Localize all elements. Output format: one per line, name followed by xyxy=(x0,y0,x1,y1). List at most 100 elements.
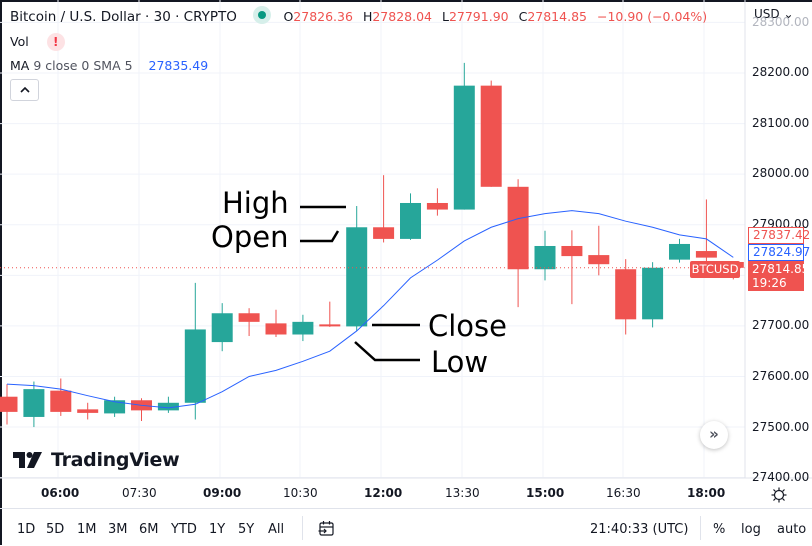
toolbar-divider xyxy=(700,516,701,540)
candle xyxy=(642,262,664,328)
toolbar-divider xyxy=(302,516,303,540)
scroll-to-realtime-button[interactable]: » xyxy=(700,421,728,449)
annotation-high: High xyxy=(222,186,289,220)
annotation-connectors xyxy=(300,205,420,362)
ma-value: 27835.49 xyxy=(148,58,209,73)
time-tick: 10:30 xyxy=(283,486,318,500)
range-button-ytd[interactable]: YTD xyxy=(171,522,197,537)
candle xyxy=(453,62,475,210)
bottom-toolbar xyxy=(0,508,812,546)
symbol-price-label: BTCUSD xyxy=(690,261,740,278)
annotation-low: Low xyxy=(431,345,489,379)
percent-scale-toggle[interactable]: % xyxy=(713,522,726,537)
price-tick: 28200.00 xyxy=(752,65,810,79)
candle xyxy=(426,188,448,216)
candle xyxy=(400,193,421,240)
low-value: 27791.90 xyxy=(448,9,509,24)
chart-settings-icon[interactable] xyxy=(771,487,787,503)
high-value: 27828.04 xyxy=(372,9,432,24)
close-value: 27814.85 xyxy=(527,9,587,24)
candle xyxy=(265,309,287,338)
ma-price-tag: 27824.97 xyxy=(748,244,810,261)
currency-select[interactable]: USD ⌄ xyxy=(754,7,794,21)
candle xyxy=(480,80,502,187)
candle xyxy=(669,238,690,263)
range-button-3m[interactable]: 3M xyxy=(108,522,128,537)
candle xyxy=(157,396,179,413)
price-tick: 28300.00 xyxy=(752,15,810,29)
warning-icon[interactable]: ! xyxy=(46,33,65,51)
candle xyxy=(561,230,583,305)
candle xyxy=(23,381,45,428)
price-tick: 28100.00 xyxy=(752,116,810,130)
annotation-open: Open xyxy=(211,220,289,254)
last-price-tag: 27814.85 19:26 xyxy=(748,261,809,291)
ma-params: 9 close 0 SMA 5 xyxy=(33,58,133,73)
auto-scale-toggle[interactable]: auto xyxy=(777,522,807,537)
candle xyxy=(319,301,341,327)
candles xyxy=(0,62,744,428)
candle xyxy=(211,303,233,352)
price-tick: 27600.00 xyxy=(752,369,810,383)
time-tick: 12:00 xyxy=(364,486,403,500)
time-tick: 06:00 xyxy=(41,486,80,500)
candle xyxy=(50,378,72,416)
tradingview-logo-icon xyxy=(13,452,42,468)
open-value: 27826.36 xyxy=(293,9,353,24)
vol-label: Vol xyxy=(10,34,29,49)
tradingview-wordmark: TradingView xyxy=(51,449,180,471)
annotation-close: Close xyxy=(428,309,507,343)
candle xyxy=(292,314,314,342)
candle xyxy=(131,398,152,421)
candle xyxy=(346,206,368,331)
time-tick: 16:30 xyxy=(606,486,641,500)
ohlc-values: O27826.36 H27828.04 L27791.90 C27814.85 … xyxy=(283,9,708,24)
candle xyxy=(615,259,637,335)
price-tick: 28000.00 xyxy=(752,166,810,180)
range-button-1d[interactable]: 1D xyxy=(17,522,36,537)
range-button-1m[interactable]: 1M xyxy=(77,522,97,537)
ma-indicator[interactable]: MA 9 close 0 SMA 5 27835.49 xyxy=(10,58,208,73)
candle xyxy=(695,199,717,268)
double-chevron-right-icon: » xyxy=(709,425,719,443)
symbol-title[interactable]: Bitcoin / U.S. Dollar · 30 · CRYPTO xyxy=(10,9,237,25)
candle xyxy=(373,175,395,243)
price-tick: 27500.00 xyxy=(752,420,810,434)
high-price-tag: 27837.42 xyxy=(748,227,810,244)
ma-label: MA xyxy=(10,58,30,73)
symbol-legend[interactable]: Bitcoin / U.S. Dollar · 30 · CRYPTO O278… xyxy=(10,6,713,26)
chevron-up-icon xyxy=(19,86,30,93)
ma-line xyxy=(6,210,734,409)
candle xyxy=(534,230,556,281)
time-tick: 15:00 xyxy=(526,486,565,500)
candle xyxy=(238,308,260,337)
range-button-1y[interactable]: 1Y xyxy=(209,522,226,537)
candle xyxy=(77,402,99,420)
collapse-legend-button[interactable] xyxy=(10,79,39,101)
range-button-5y[interactable]: 5Y xyxy=(238,522,255,537)
candle xyxy=(184,282,206,420)
change-value: −10.90 (−0.04%) xyxy=(596,9,708,24)
time-tick: 13:30 xyxy=(445,486,480,500)
candle xyxy=(507,179,529,308)
price-tick: 27400.00 xyxy=(752,470,810,484)
market-open-icon xyxy=(253,6,272,24)
time-tick: 09:00 xyxy=(203,486,242,500)
utc-clock[interactable]: 21:40:33 (UTC) xyxy=(590,522,689,537)
bar-countdown: 19:26 xyxy=(752,276,787,290)
price-tick: 27700.00 xyxy=(752,318,810,332)
time-tick: 18:00 xyxy=(687,486,726,500)
candle xyxy=(588,225,610,276)
range-button-5d[interactable]: 5D xyxy=(46,522,65,537)
range-button-all[interactable]: All xyxy=(268,522,285,537)
goto-date-icon[interactable] xyxy=(318,520,335,537)
tradingview-logo[interactable]: TradingView xyxy=(13,449,180,471)
log-scale-toggle[interactable]: log xyxy=(741,522,761,537)
volume-indicator[interactable]: Vol ! xyxy=(10,33,65,51)
candle xyxy=(104,396,126,417)
time-tick: 07:30 xyxy=(122,486,157,500)
range-button-6m[interactable]: 6M xyxy=(139,522,159,537)
candle xyxy=(0,384,18,425)
